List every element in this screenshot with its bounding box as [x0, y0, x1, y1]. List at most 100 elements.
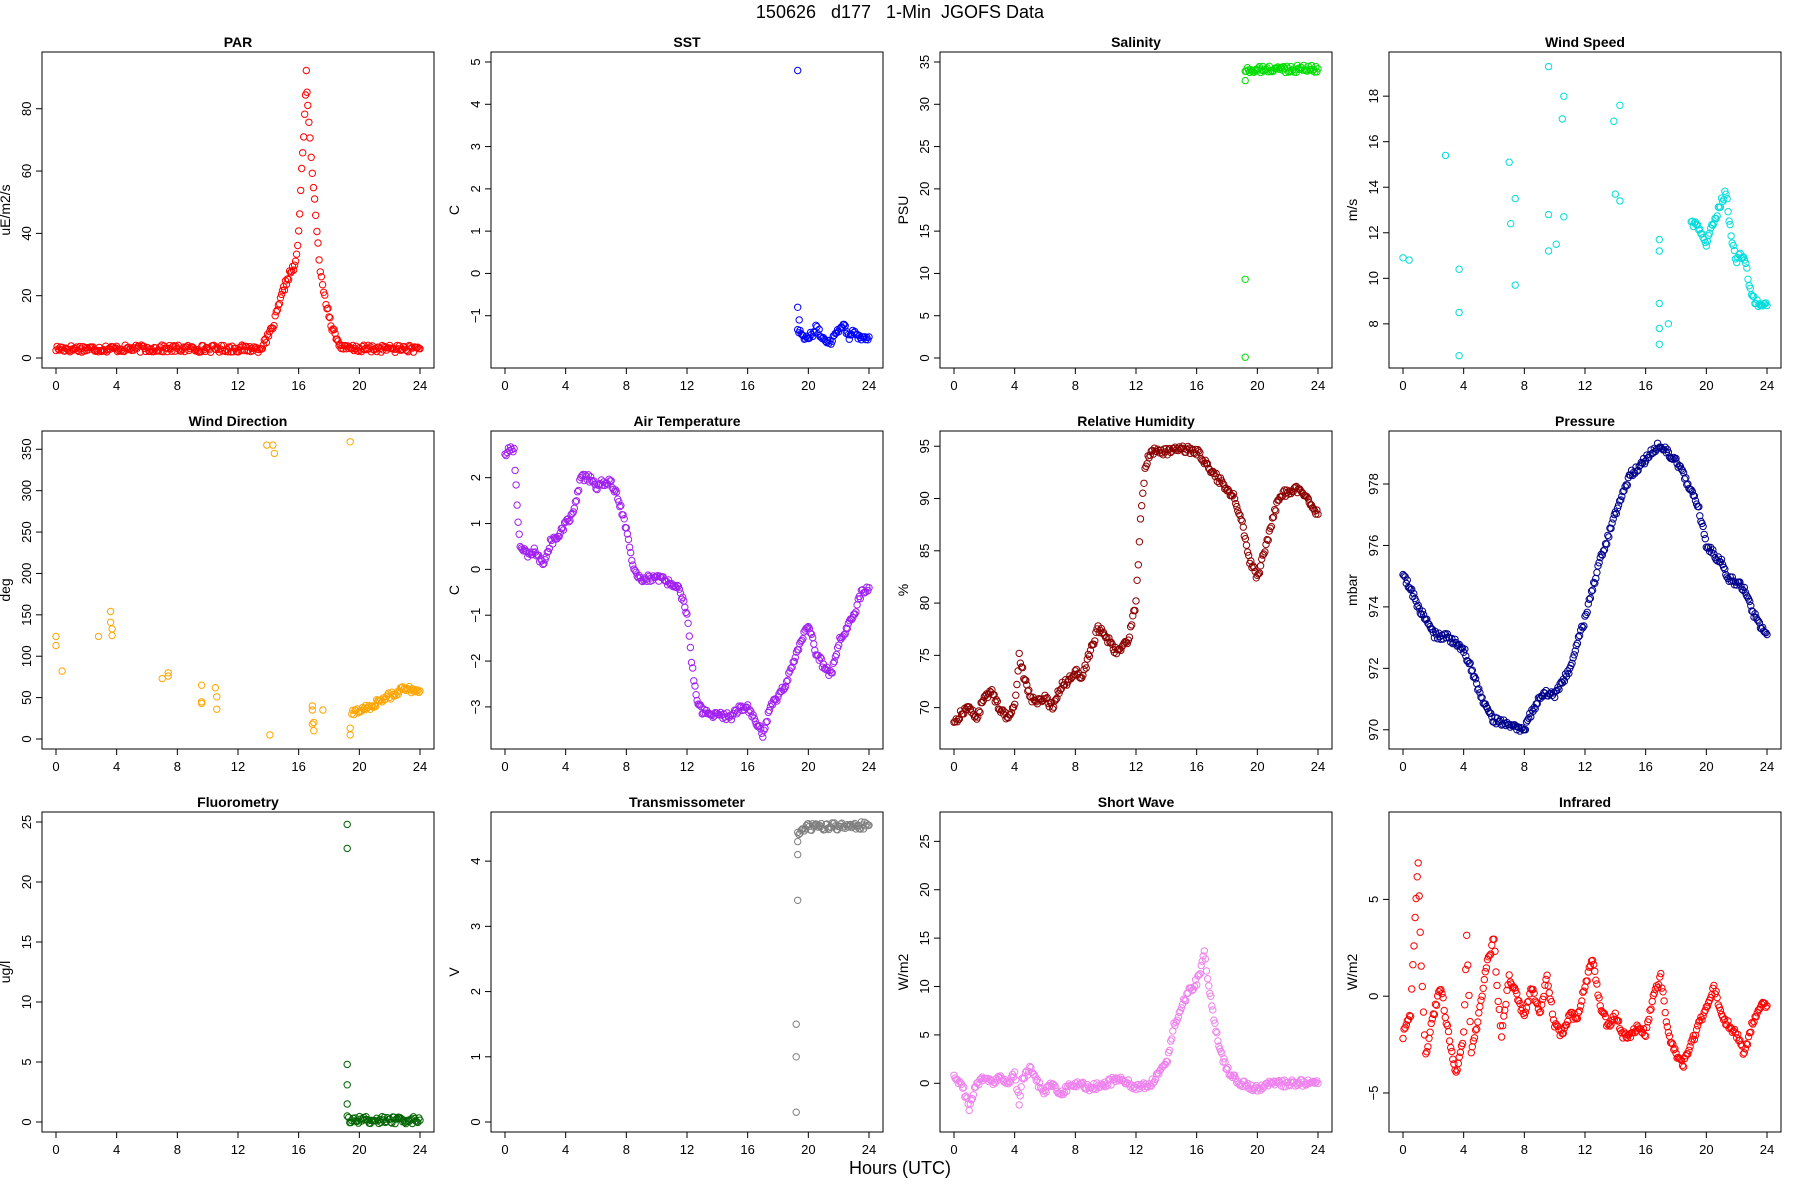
- data-point: [164, 672, 172, 680]
- data-point: [1243, 548, 1252, 556]
- data-point: [1699, 522, 1707, 531]
- data-point: [1399, 570, 1407, 579]
- y-tick-label: 20: [917, 883, 932, 897]
- data-point: [1414, 601, 1422, 609]
- data-point: [269, 441, 277, 449]
- data-point: [1491, 947, 1499, 955]
- data-point: [682, 608, 690, 617]
- data-point: [1020, 675, 1028, 683]
- y-tick-label: 5: [917, 312, 932, 319]
- data-point: [1132, 597, 1140, 605]
- data-point: [213, 693, 221, 701]
- data-point: [1538, 1001, 1546, 1009]
- data-point: [1511, 194, 1519, 203]
- data-point: [306, 134, 314, 142]
- series-1: [792, 837, 802, 1116]
- data-point: [1684, 1050, 1692, 1058]
- data-point: [1763, 1002, 1771, 1010]
- data-point: [1455, 265, 1463, 273]
- y-tick-label: 200: [19, 563, 34, 585]
- data-point: [794, 896, 802, 904]
- data-point: [1505, 158, 1513, 166]
- data-point: [1574, 1008, 1583, 1017]
- data-point: [1084, 650, 1093, 659]
- data-point: [1722, 190, 1730, 198]
- data-point: [1619, 487, 1627, 496]
- data-point: [783, 677, 791, 686]
- y-tick-label: 970: [1366, 719, 1381, 741]
- data-point: [605, 475, 613, 483]
- data-point: [325, 313, 333, 321]
- data-point: [1478, 992, 1486, 1000]
- x-tick-label: 16: [740, 1142, 754, 1157]
- data-point: [1695, 503, 1703, 511]
- x-tick-label: 4: [562, 1142, 569, 1157]
- panel-title: Short Wave: [1098, 794, 1175, 810]
- data-point: [1444, 1027, 1453, 1036]
- x-tick-label: 20: [1250, 1142, 1264, 1157]
- data-point: [1750, 1017, 1758, 1026]
- data-point: [1583, 977, 1591, 985]
- x-tick-label: 0: [52, 378, 59, 393]
- y-axis-label: C: [446, 585, 462, 595]
- y-tick-label: 976: [1366, 535, 1381, 557]
- data-point: [1431, 1000, 1440, 1008]
- data-point: [1558, 115, 1567, 123]
- y-axis-label: PSU: [895, 196, 911, 225]
- data-point: [235, 348, 243, 356]
- data-point: [673, 581, 681, 590]
- data-point: [1530, 989, 1538, 997]
- data-point: [1725, 217, 1733, 225]
- data-point: [1138, 502, 1146, 510]
- data-point: [1455, 308, 1463, 317]
- data-point: [863, 820, 871, 828]
- data-point: [856, 595, 864, 603]
- data-point: [1698, 1016, 1706, 1024]
- data-point: [1015, 1101, 1023, 1109]
- data-point: [1476, 689, 1484, 697]
- data-point: [1205, 982, 1213, 990]
- data-point: [52, 641, 60, 650]
- data-point: [1482, 964, 1491, 972]
- data-point: [1486, 951, 1494, 959]
- data-point: [1660, 997, 1668, 1005]
- y-tick-label: 974: [1366, 596, 1381, 618]
- data-point: [1487, 709, 1495, 718]
- x-tick-label: 16: [1638, 378, 1652, 393]
- data-point: [1475, 685, 1483, 693]
- plot-frame: [1388, 430, 1782, 750]
- chart-panel-11: Short Wave 0 4 8 12 16 20 24 0 5 10 15 20 25 W/m2: [895, 794, 1333, 1157]
- data-point: [1678, 1061, 1687, 1070]
- data-point: [1730, 1025, 1739, 1034]
- data-point: [1575, 1007, 1584, 1015]
- data-point: [308, 169, 316, 178]
- data-point: [573, 488, 582, 496]
- y-tick-label: 0: [19, 354, 34, 361]
- data-point: [1253, 571, 1262, 579]
- data-point: [840, 631, 848, 639]
- x-tick-label: 24: [862, 1142, 876, 1157]
- data-point: [1664, 1028, 1673, 1037]
- data-point: [149, 347, 158, 356]
- data-point: [1194, 972, 1202, 980]
- chart-panel-12: Infrared 0 4 8 12 16 20 24 −5 0 5 W/m2: [1344, 794, 1782, 1157]
- data-point: [368, 702, 376, 710]
- data-point: [1497, 1033, 1506, 1041]
- data-point: [1591, 967, 1599, 975]
- data-point: [1579, 624, 1587, 632]
- y-axis-label: deg: [0, 578, 13, 601]
- data-point: [1012, 1076, 1020, 1084]
- data-point: [1736, 578, 1744, 586]
- y-tick-label: 1: [468, 520, 483, 527]
- data-point: [787, 664, 795, 672]
- data-point: [164, 669, 172, 677]
- data-point: [975, 707, 983, 715]
- data-point: [1284, 488, 1292, 496]
- data-point: [1262, 540, 1270, 549]
- data-point: [295, 227, 303, 235]
- data-point: [1454, 1059, 1463, 1068]
- data-point: [1553, 1021, 1561, 1029]
- data-point: [815, 325, 823, 334]
